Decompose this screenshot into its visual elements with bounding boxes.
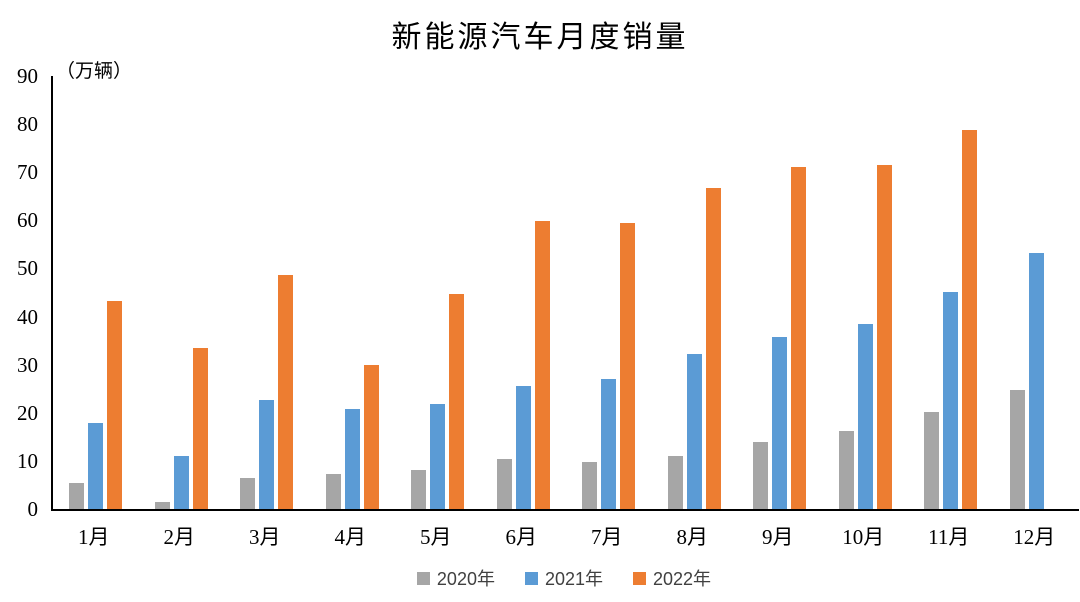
y-tick-label: 90 xyxy=(17,64,38,88)
bar-2021年-10月 xyxy=(857,324,873,509)
x-tick-label-10月: 10月 xyxy=(842,525,885,549)
legend-label: 2022年 xyxy=(653,569,712,589)
x-tick-label-1月: 1月 xyxy=(78,525,110,549)
bar-group-6月 xyxy=(481,76,567,509)
bar-2022年-7月 xyxy=(620,222,636,509)
bar-2022年-4月 xyxy=(363,365,379,509)
bar-2021年-11月 xyxy=(943,291,959,509)
bar-group-1月 xyxy=(53,76,139,509)
bar-2022年-6月 xyxy=(534,221,550,509)
bar-2022年-1月 xyxy=(107,300,123,509)
legend-item-2022年: 2022年 xyxy=(633,565,711,591)
bar-2021年-4月 xyxy=(344,409,360,509)
bar-2020年-6月 xyxy=(496,459,512,509)
x-tick-label-2月: 2月 xyxy=(163,525,196,549)
x-tick-label-9月: 9月 xyxy=(762,525,794,549)
bar-2020年-11月 xyxy=(924,411,940,509)
bar-group-7月 xyxy=(566,76,652,509)
y-tick-label: 30 xyxy=(17,352,38,377)
bar-group-11月 xyxy=(908,76,994,509)
bar-2022年-5月 xyxy=(449,293,465,509)
x-tick-label-12月: 12月 xyxy=(1013,525,1056,549)
x-tick-label-7月: 7月 xyxy=(591,525,623,549)
bar-2021年-8月 xyxy=(686,354,702,509)
bar-2020年-10月 xyxy=(838,430,854,509)
bar-group-12月 xyxy=(994,76,1080,509)
y-tick-label: 20 xyxy=(17,400,38,425)
bar-group-3月 xyxy=(224,76,310,509)
legend-swatch-icon xyxy=(633,571,647,585)
y-tick-label: 0 xyxy=(27,497,39,521)
bar-2021年-5月 xyxy=(430,404,446,509)
bar-2020年-12月 xyxy=(1009,390,1025,509)
bar-2020年-1月 xyxy=(69,483,85,509)
bar-2022年-3月 xyxy=(278,275,294,509)
bar-series-area xyxy=(53,76,1079,509)
y-tick-label: 40 xyxy=(17,304,38,329)
bar-group-10月 xyxy=(823,76,909,509)
legend-swatch-icon xyxy=(416,571,430,585)
y-tick-label: 50 xyxy=(17,256,38,281)
bar-2022年-9月 xyxy=(791,167,807,509)
x-tick-label-8月: 8月 xyxy=(676,525,709,549)
bar-2021年-1月 xyxy=(88,422,104,509)
bar-2022年-11月 xyxy=(962,129,978,509)
legend-swatch-icon xyxy=(524,571,538,585)
bar-2021年-2月 xyxy=(173,456,189,509)
bar-2020年-7月 xyxy=(582,462,598,509)
bar-2021年-9月 xyxy=(772,336,788,509)
y-tick-label: 10 xyxy=(17,448,38,473)
bar-2021年-6月 xyxy=(515,385,531,509)
y-tick-label: 60 xyxy=(17,208,38,233)
bar-group-4月 xyxy=(310,76,396,509)
x-tick-label-3月: 3月 xyxy=(249,525,281,549)
bar-2020年-8月 xyxy=(667,456,683,509)
bar-2020年-2月 xyxy=(154,502,170,509)
bar-2020年-5月 xyxy=(411,469,427,509)
bar-group-9月 xyxy=(737,76,823,509)
y-axis-unit-label: （万辆） xyxy=(56,61,133,82)
y-tick-label: 80 xyxy=(17,112,38,137)
x-axis-tick-labels: 1月 2月 3月 4月 5月 6月 7月 8月 9月 10月 11月 12月 xyxy=(51,521,1077,551)
x-tick-label-4月: 4月 xyxy=(334,525,367,549)
bar-2021年-12月 xyxy=(1028,252,1044,509)
y-tick-label: 70 xyxy=(17,160,38,185)
bar-2020年-3月 xyxy=(240,477,256,509)
x-tick-label-11月: 11月 xyxy=(928,525,970,549)
bar-2020年-9月 xyxy=(753,441,769,509)
legend-label: 2020年 xyxy=(436,569,495,589)
x-tick-label-5月: 5月 xyxy=(420,525,452,549)
legend-label: 2021年 xyxy=(544,569,604,589)
bar-group-8月 xyxy=(652,76,738,509)
bar-2022年-2月 xyxy=(192,347,208,509)
bar-2020年-4月 xyxy=(325,473,341,509)
legend: 2020年 2021年 2022年 xyxy=(51,565,1077,591)
bar-2021年-7月 xyxy=(601,378,617,509)
legend-item-2021年: 2021年 xyxy=(524,565,604,591)
bar-group-5月 xyxy=(395,76,481,509)
bar-2022年-10月 xyxy=(876,164,892,509)
bar-2022年-8月 xyxy=(705,187,721,509)
plot-area xyxy=(51,76,1079,511)
legend-item-2020年: 2020年 xyxy=(416,565,495,591)
chart-title: 新能源汽车月度销量 xyxy=(391,21,689,54)
bar-2021年-3月 xyxy=(259,400,275,509)
bar-group-2月 xyxy=(139,76,225,509)
x-tick-label-6月: 6月 xyxy=(505,525,538,549)
